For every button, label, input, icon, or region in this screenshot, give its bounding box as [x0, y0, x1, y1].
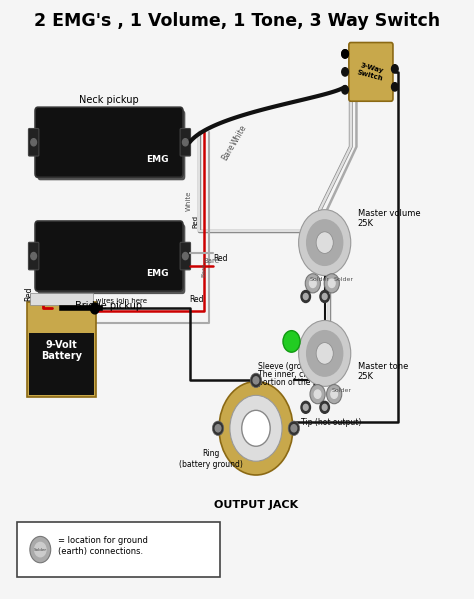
Text: Red: Red [192, 215, 198, 228]
FancyBboxPatch shape [29, 333, 94, 395]
Circle shape [316, 343, 333, 364]
Circle shape [35, 543, 46, 557]
Text: Sleeve (ground).: Sleeve (ground). [258, 362, 322, 371]
Text: Red: Red [24, 286, 33, 301]
FancyBboxPatch shape [28, 129, 39, 156]
Circle shape [299, 320, 351, 386]
Text: Solder: Solder [34, 547, 47, 552]
Text: portion of the jack: portion of the jack [258, 378, 328, 387]
Circle shape [230, 395, 282, 461]
Circle shape [219, 382, 293, 475]
Circle shape [31, 138, 36, 146]
Text: Master tone
25K: Master tone 25K [358, 362, 408, 381]
Text: EMG: EMG [146, 269, 168, 278]
Circle shape [307, 331, 343, 376]
Circle shape [342, 50, 348, 58]
Circle shape [212, 421, 224, 435]
Circle shape [250, 373, 262, 388]
Text: Bridge pickup: Bridge pickup [75, 301, 143, 311]
Circle shape [316, 232, 333, 253]
Circle shape [324, 274, 339, 293]
Circle shape [342, 50, 348, 58]
Circle shape [392, 65, 398, 73]
Circle shape [253, 377, 259, 384]
Circle shape [301, 291, 310, 302]
Text: OUTPUT JACK: OUTPUT JACK [214, 500, 298, 510]
Text: 9-Volt
Battery: 9-Volt Battery [41, 340, 82, 361]
Circle shape [305, 274, 320, 293]
Text: All red wires join here: All red wires join here [71, 298, 147, 304]
Text: Solder: Solder [334, 277, 354, 282]
Text: White: White [186, 190, 192, 211]
Circle shape [342, 68, 348, 76]
Circle shape [242, 410, 270, 446]
Text: Bare: Bare [220, 142, 237, 162]
Text: Bare: Bare [201, 262, 206, 277]
Circle shape [91, 303, 99, 314]
Circle shape [30, 537, 51, 563]
FancyBboxPatch shape [35, 221, 183, 291]
FancyBboxPatch shape [349, 43, 393, 101]
Circle shape [291, 425, 297, 432]
Text: EMG: EMG [146, 155, 168, 164]
Circle shape [301, 401, 310, 413]
Circle shape [182, 252, 188, 260]
FancyBboxPatch shape [17, 522, 220, 577]
FancyBboxPatch shape [37, 224, 185, 294]
Circle shape [310, 279, 316, 288]
Circle shape [310, 385, 325, 404]
Text: 2 EMG's , 1 Volume, 1 Tone, 3 Way Switch: 2 EMG's , 1 Volume, 1 Tone, 3 Way Switch [34, 12, 440, 30]
Circle shape [328, 279, 335, 288]
FancyBboxPatch shape [30, 293, 93, 305]
Circle shape [299, 210, 351, 276]
Circle shape [288, 421, 300, 435]
Circle shape [342, 86, 348, 94]
FancyBboxPatch shape [180, 129, 191, 156]
FancyBboxPatch shape [28, 242, 39, 270]
Circle shape [320, 401, 329, 413]
Text: Tip (hot output): Tip (hot output) [301, 418, 361, 427]
Text: White: White [230, 123, 249, 147]
Circle shape [322, 294, 327, 300]
Circle shape [31, 252, 36, 260]
Circle shape [331, 390, 337, 398]
Circle shape [303, 294, 308, 300]
Circle shape [182, 138, 188, 146]
Circle shape [322, 404, 327, 410]
Text: = location for ground
(earth) connections.: = location for ground (earth) connection… [58, 536, 148, 556]
Text: Master volume
25K: Master volume 25K [358, 209, 420, 228]
Text: The inner, circular: The inner, circular [258, 370, 328, 379]
Text: Red: Red [190, 295, 204, 304]
Text: Ring
(battery ground): Ring (battery ground) [179, 449, 243, 468]
Text: Bare: Bare [204, 258, 220, 264]
FancyBboxPatch shape [35, 107, 183, 177]
Text: 3-Way
Switch: 3-Way Switch [356, 62, 385, 81]
Text: Solder: Solder [310, 277, 330, 282]
Circle shape [392, 83, 398, 91]
Circle shape [307, 220, 343, 265]
Circle shape [215, 425, 221, 432]
FancyBboxPatch shape [180, 242, 191, 270]
FancyBboxPatch shape [37, 110, 185, 180]
Circle shape [320, 291, 329, 302]
Circle shape [303, 404, 308, 410]
Text: Red: Red [213, 253, 228, 262]
Circle shape [314, 390, 321, 398]
Circle shape [327, 385, 342, 404]
Text: Neck pickup: Neck pickup [79, 95, 139, 105]
FancyBboxPatch shape [27, 302, 96, 397]
Circle shape [283, 331, 300, 352]
Text: Solder: Solder [332, 388, 352, 393]
